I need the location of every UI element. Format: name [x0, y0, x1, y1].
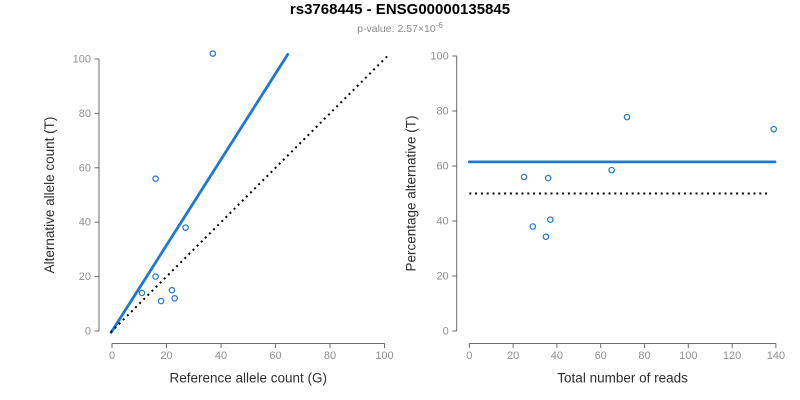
pvalue-exponent: -6 [436, 21, 444, 30]
data-point [152, 273, 159, 280]
x-axis [468, 343, 777, 348]
x-tick-label: 20 [160, 350, 172, 362]
right-scatter-plot: 0 20 40 60 80 100 120 140 0 20 40 60 80 100 Total numb… [404, 51, 785, 386]
y-tick-label: 100 [73, 54, 91, 66]
data-point [529, 223, 537, 230]
identity-line [109, 55, 388, 334]
data-point [547, 216, 554, 223]
y-axis-title: Alternative allele count (T) [42, 117, 57, 274]
y-tick-label: 60 [436, 161, 448, 173]
data-point [157, 297, 165, 305]
x-tick-label: 40 [215, 350, 227, 362]
left-scatter-plot: 0 20 40 60 80 100 0 20 40 60 80 100 Reference allele… [42, 50, 394, 386]
data-point [182, 224, 189, 231]
data-point [542, 233, 550, 240]
y-axis-title: Percentage alternative (T) [404, 115, 419, 271]
data-point [171, 295, 178, 302]
y-tick-label: 0 [85, 326, 91, 338]
x-axis-title: Total number of reads [557, 371, 688, 386]
data-point [138, 289, 146, 297]
x-tick-label: 80 [638, 350, 650, 362]
x-tick-label: 20 [507, 350, 519, 362]
x-tick-label: 100 [679, 350, 697, 362]
figure-title: rs3768445 - ENSG00000135845 [290, 1, 510, 18]
y-tick-label: 40 [436, 216, 448, 228]
data-point [623, 113, 631, 121]
data-point [152, 175, 159, 182]
y-tick-label: 20 [79, 271, 91, 283]
x-axis [111, 343, 385, 348]
x-tick-label: 60 [595, 350, 607, 362]
x-tick-label: 80 [324, 350, 336, 362]
y-tick-label: 80 [436, 106, 448, 118]
x-tick-label: 100 [375, 350, 393, 362]
x-tick-label: 40 [551, 350, 563, 362]
data-point [209, 50, 217, 57]
x-tick-label: 60 [269, 350, 281, 362]
y-tick-label: 60 [79, 162, 91, 174]
x-tick-label: 0 [109, 350, 115, 362]
data-point [168, 286, 176, 294]
y-tick-label: 40 [79, 217, 91, 229]
figure-subtitle: p-value: 2.57×10-6 [357, 21, 443, 35]
data-point [520, 173, 528, 181]
data-point [608, 166, 615, 174]
data-point [770, 125, 778, 133]
x-tick-label: 120 [723, 350, 741, 362]
y-tick-label: 20 [436, 271, 448, 283]
y-tick-label: 80 [79, 108, 91, 120]
data-point [544, 174, 552, 182]
y-tick-label: 100 [430, 51, 448, 63]
x-tick-label: 0 [466, 350, 472, 362]
regression-line [109, 52, 290, 334]
y-axis [452, 55, 458, 332]
x-tick-label: 140 [767, 350, 785, 362]
pvalue-text: p-value: 2.57×10 [357, 23, 436, 35]
x-axis-title: Reference allele count (G) [169, 371, 327, 386]
y-tick-label: 0 [443, 326, 449, 338]
y-axis [94, 58, 100, 332]
